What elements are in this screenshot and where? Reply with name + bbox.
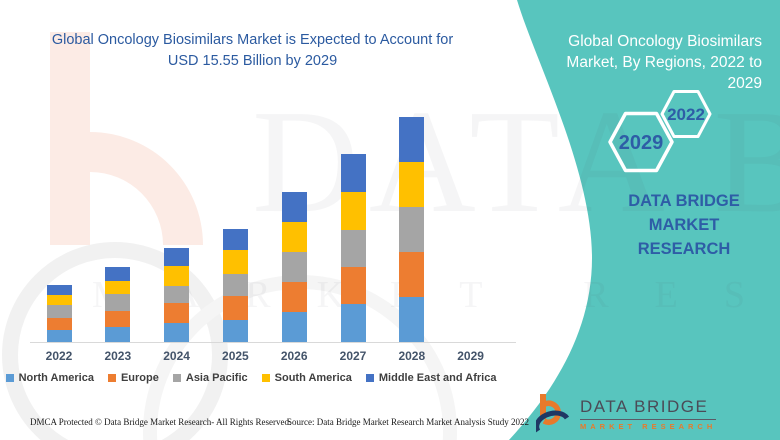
legend-swatch-icon (172, 374, 181, 382)
bar-segment-south-america (399, 162, 425, 207)
x-axis-labels: 2022 2023 2024 2025 2026 2027 2028 2029 (0, 349, 540, 365)
legend-swatch-icon (365, 374, 374, 382)
watermark-text-large: DATA BRIDGE (252, 80, 780, 244)
chart-title-line2: USD 15.55 Billion by 2029 (167, 53, 338, 70)
bar-segment-north-america (46, 330, 72, 342)
bar-segment-europe (281, 282, 307, 312)
bar-segment-south-america (46, 295, 72, 305)
bar-segment-europe (164, 303, 190, 323)
bar-segment-asia-pacific (340, 230, 366, 267)
bar-segment-north-america (222, 320, 248, 342)
bar-segment-asia-pacific (46, 305, 72, 318)
bar-segment-asia-pacific (164, 286, 190, 303)
x-axis-label-2022: 2022 (45, 349, 73, 363)
brand-text-line2: RESEARCH (637, 239, 731, 258)
bar-2022 (46, 285, 72, 342)
bar-segment-europe (399, 252, 425, 297)
bar-segment-middle-east-and-africa (164, 248, 190, 266)
hexagon-2022-icon: 2022 (660, 90, 712, 138)
panel-title-line2: Market, By Regions, 2022 to (566, 53, 762, 71)
hexagon-badges: 2029 2022 (608, 90, 712, 173)
footer-source: Source: Data Bridge Market Research Mark… (287, 417, 529, 427)
footer-copyright: DMCA Protected © Data Bridge Market Rese… (30, 417, 292, 427)
bar-segment-asia-pacific (281, 252, 307, 282)
bar-segment-south-america (281, 222, 307, 252)
bar-2028 (399, 117, 425, 342)
x-axis-label-2024: 2024 (163, 349, 190, 363)
legend-item-north-america: North America (5, 372, 94, 384)
bar-segment-north-america (340, 304, 366, 342)
bar-segment-asia-pacific (105, 294, 131, 311)
hexagon-2022-label: 2022 (667, 105, 705, 124)
logo-words: DATA BRIDGE MARKET RESEARCH (580, 397, 717, 431)
x-axis-label-2023: 2023 (104, 349, 132, 363)
bar-segment-south-america (164, 266, 190, 286)
panel-title-line3: 2029 (727, 74, 762, 92)
bar-2027 (340, 154, 366, 342)
legend-label: South America (274, 372, 352, 384)
x-axis-label-2029: 2029 (457, 349, 484, 363)
bar-segment-north-america (164, 323, 190, 342)
panel-title: Global Oncology Biosimilars Market, By R… (547, 32, 762, 95)
x-axis-label-2025: 2025 (222, 349, 249, 363)
bar-2024 (164, 248, 190, 342)
logo-name: DATA BRIDGE (580, 397, 717, 420)
panel-title-line1: Global Oncology Biosimilars (568, 33, 762, 50)
bar-segment-middle-east-and-africa (399, 117, 425, 162)
logo-subtitle: MARKET RESEARCH (580, 422, 717, 431)
bar-segment-north-america (105, 327, 131, 342)
legend-item-asia-pacific: Asia Pacific (172, 372, 248, 384)
hexagon-2029-icon: 2029 (608, 111, 674, 173)
watermark-text-small: MARKET RESEARCH (92, 274, 780, 316)
bar-segment-middle-east-and-africa (222, 229, 248, 250)
bar-segment-south-america (222, 250, 248, 274)
brand-text-line1: DATA BRIDGE MARKET (628, 192, 740, 234)
chart-legend: North America Europe Asia Pacific South Ame… (5, 372, 496, 384)
legend-swatch-icon (5, 374, 14, 382)
bar-segment-south-america (340, 192, 366, 230)
bar-segment-middle-east-and-africa (281, 192, 307, 222)
x-axis-label-2028: 2028 (398, 349, 426, 363)
bar-2023 (105, 267, 131, 342)
legend-item-south-america: South America (261, 372, 352, 384)
chart-title-line1: Global Oncology Biosimilars Market is Ex… (51, 32, 454, 48)
chart-title: Global Oncology Biosimilars Market is Ex… (0, 30, 505, 72)
legend-swatch-icon (261, 374, 270, 382)
bar-segment-middle-east-and-africa (46, 285, 72, 295)
x-axis-line (30, 342, 516, 343)
bar-segment-europe (340, 267, 366, 304)
legend-item-europe: Europe (107, 372, 159, 384)
bar-segment-asia-pacific (399, 207, 425, 252)
bar-segment-europe (222, 296, 248, 320)
plot-area (46, 117, 425, 342)
bar-segment-europe (46, 318, 72, 330)
bar-segment-north-america (399, 297, 425, 342)
legend-item-middle-east-and-africa: Middle East and Africa (365, 372, 497, 384)
x-axis-label-2027: 2027 (339, 349, 367, 363)
data-bridge-logo-icon (536, 394, 570, 433)
legend-label: Asia Pacific (185, 372, 248, 384)
bar-segment-north-america (281, 312, 307, 342)
bar-2025 (222, 229, 248, 342)
bar-segment-europe (105, 311, 131, 327)
legend-label: North America (18, 372, 94, 384)
bar-segment-middle-east-and-africa (340, 154, 366, 192)
hexagon-2029-label: 2029 (619, 132, 664, 154)
bar-segment-south-america (105, 281, 131, 294)
bar-2026 (281, 192, 307, 342)
x-axis-label-2026: 2026 (280, 349, 308, 363)
legend-label: Middle East and Africa (378, 372, 497, 384)
company-logo: DATA BRIDGE MARKET RESEARCH (536, 392, 717, 436)
bar-segment-middle-east-and-africa (105, 267, 131, 281)
legend-swatch-icon (107, 374, 116, 382)
bar-segment-asia-pacific (222, 274, 248, 296)
legend-label: Europe (120, 372, 159, 384)
brand-text: DATA BRIDGE MARKET RESEARCH (598, 190, 770, 262)
